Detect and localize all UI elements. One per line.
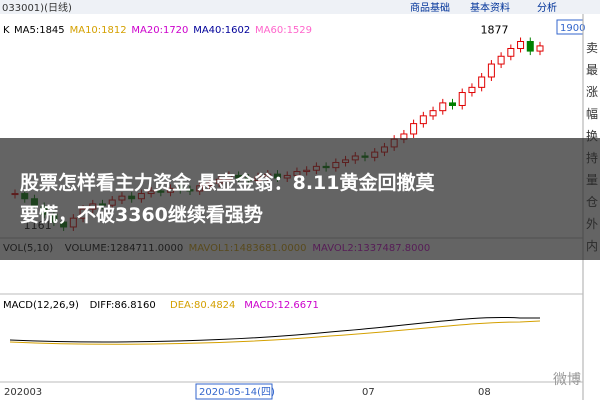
date-box [195,383,273,400]
legend-item: DIFF:86.8160 [90,300,156,311]
code: 033001)(日线) [2,1,72,14]
candle-body [468,86,476,94]
tab[interactable]: 基本资料 [470,1,510,14]
dea-line [9,320,541,345]
candle-body [410,123,418,135]
x-label: 07 [362,387,375,398]
sidebar-label: 幅 [586,106,598,121]
x-label: 08 [478,387,491,398]
sidebar-label: 最 [586,63,598,77]
legend-k: K [3,25,10,36]
legend-item: MA20:1720 [131,25,188,36]
candle-body [507,47,515,57]
headline: 股票怎样看主力资金 悬壶金翁：8.11黄金回撤莫 [20,172,435,194]
legend-item: MA40:1602 [193,25,250,36]
diff-line [9,316,540,343]
top-bar [0,0,600,14]
headline-overlay: 股票怎样看主力资金 悬壶金翁：8.11黄金回撤莫 要慌，不破3360继续看强势 [0,138,600,260]
headline: 要慌，不破3360继续看强势 [20,204,263,226]
candle-body [517,41,525,49]
legend-item: DEA:80.4824 [170,300,235,311]
candle-body [429,110,437,117]
sidebar-label: 卖 [586,41,598,55]
legend-item: MACD:12.6671 [244,300,319,311]
candle-body [458,92,466,106]
watermark: 微博 [553,371,581,388]
legend-item: MA5:1845 [14,25,65,36]
legend-item: MA10:1812 [70,25,127,36]
candle-body [487,63,495,78]
tab[interactable]: 商品基础 [410,1,450,14]
candle-body [439,102,447,112]
x-label: 2020-05-14(四) [199,387,275,398]
sidebar-label: 涨 [586,84,598,99]
candle-body [478,76,486,88]
candle-body [497,55,505,65]
legend-item: MACD(12,26,9) [3,300,79,311]
price-box-text: 1900 [560,23,585,34]
candle-body [536,45,544,52]
candle-body [449,102,456,106]
candle-body [419,115,427,125]
x-label: 202003 [4,387,42,398]
legend-item: MA60:1529 [255,25,312,36]
tab[interactable]: 分析 [537,1,557,14]
price-annotation: 1877 [481,24,509,37]
candle-body [526,41,534,52]
